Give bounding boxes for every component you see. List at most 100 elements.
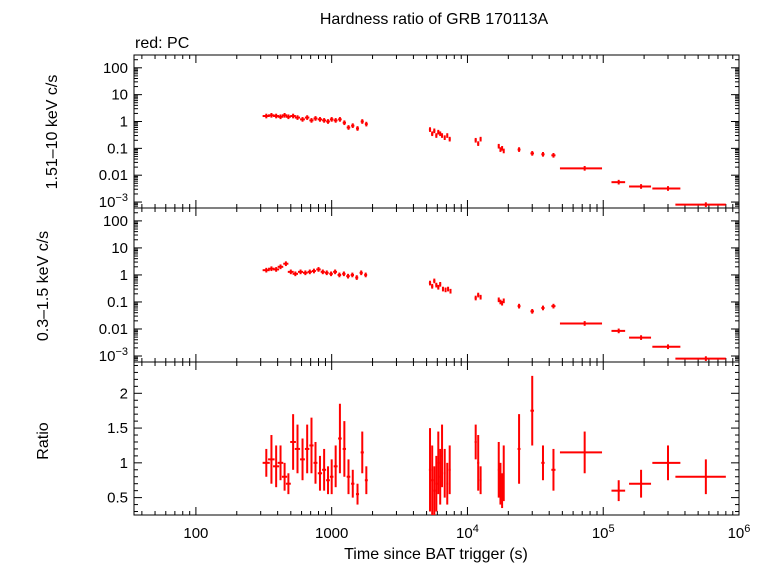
data-point bbox=[338, 403, 342, 474]
data-point bbox=[326, 466, 330, 495]
y-tick-label: 100 bbox=[103, 60, 128, 77]
data-point bbox=[322, 448, 327, 491]
data-point bbox=[435, 282, 438, 288]
data-point bbox=[611, 328, 626, 334]
data-point bbox=[333, 269, 338, 275]
data-point bbox=[316, 267, 321, 272]
data-point bbox=[444, 287, 447, 293]
data-point bbox=[317, 455, 323, 491]
data-point bbox=[317, 117, 323, 122]
y-tick-label: 0.5 bbox=[107, 490, 128, 507]
data-point bbox=[448, 445, 451, 495]
data-point bbox=[551, 448, 556, 491]
data-point bbox=[530, 151, 534, 156]
data-point bbox=[311, 268, 316, 274]
data-point bbox=[320, 269, 325, 275]
x-tick-label: 100 bbox=[183, 525, 208, 542]
data-point bbox=[303, 270, 308, 276]
data-point bbox=[342, 271, 346, 277]
data-point bbox=[304, 424, 310, 474]
data-point bbox=[313, 441, 318, 484]
y-tick-label: 0.01 bbox=[99, 321, 128, 338]
data-point bbox=[441, 133, 444, 138]
data-point bbox=[346, 125, 351, 130]
data-point bbox=[428, 428, 432, 512]
data-point bbox=[443, 448, 446, 498]
data-point bbox=[355, 126, 360, 131]
y-tick-label: 1 bbox=[120, 267, 128, 284]
data-point bbox=[364, 272, 368, 278]
data-point bbox=[675, 356, 726, 361]
data-point bbox=[477, 141, 480, 146]
data-point bbox=[502, 148, 505, 154]
data-point bbox=[273, 445, 280, 488]
data-point bbox=[435, 133, 438, 138]
data-point bbox=[629, 335, 652, 340]
panel-hard-band: 100 10 1 0.1 0.01 10−3 bbox=[99, 54, 740, 211]
data-point bbox=[273, 267, 280, 272]
data-point bbox=[300, 117, 305, 122]
y-label-hard: 1.51–10 keV c/s bbox=[44, 75, 61, 190]
data-point bbox=[439, 281, 442, 287]
data-point bbox=[479, 294, 482, 300]
y-tick-label: 10−3 bbox=[99, 192, 128, 211]
data-point bbox=[437, 431, 440, 495]
data-point bbox=[337, 272, 342, 278]
y-label-ratio: Ratio bbox=[35, 422, 52, 459]
data-point bbox=[360, 119, 364, 124]
data-point bbox=[333, 445, 338, 488]
data-point bbox=[441, 286, 444, 292]
data-point bbox=[433, 128, 436, 134]
panel-ratio: 2 1.5 1 0.5 bbox=[107, 361, 740, 516]
data-point bbox=[262, 448, 270, 477]
y-tick-label: 2 bbox=[120, 385, 128, 402]
y-tick-label: 1 bbox=[120, 114, 128, 131]
panel-frame bbox=[133, 54, 740, 209]
data-point bbox=[287, 269, 294, 275]
data-point bbox=[517, 303, 521, 309]
data-point bbox=[652, 186, 681, 191]
data-point bbox=[324, 270, 329, 276]
data-point bbox=[499, 299, 502, 305]
data-point bbox=[342, 421, 347, 477]
data-point bbox=[333, 118, 338, 123]
data-point bbox=[559, 166, 603, 171]
panel-soft-band: 100 10 1 0.1 0.01 10−3 bbox=[99, 207, 740, 365]
data-point bbox=[675, 459, 726, 495]
data-point bbox=[329, 117, 334, 122]
data-point bbox=[449, 288, 452, 294]
data-point bbox=[437, 284, 440, 290]
data-point bbox=[447, 286, 450, 292]
data-point bbox=[652, 445, 681, 481]
data-point bbox=[441, 424, 444, 488]
data-point bbox=[313, 116, 318, 121]
data-point bbox=[355, 483, 360, 505]
data-point bbox=[346, 273, 350, 279]
chart-title: Hardness ratio of GRB 170113A bbox=[320, 11, 549, 28]
data-point bbox=[277, 114, 284, 120]
data-point bbox=[329, 271, 333, 277]
data-point bbox=[517, 414, 521, 484]
data-point bbox=[502, 298, 505, 304]
data-point bbox=[611, 480, 626, 502]
data-point bbox=[329, 459, 334, 495]
data-point bbox=[497, 441, 500, 498]
data-point bbox=[290, 113, 296, 119]
data-point bbox=[281, 462, 288, 491]
data-point bbox=[530, 375, 534, 446]
data-point bbox=[300, 438, 305, 481]
data-point bbox=[309, 417, 314, 474]
data-point bbox=[474, 424, 477, 460]
data-point bbox=[497, 143, 500, 149]
data-point bbox=[501, 300, 504, 306]
data-point bbox=[629, 469, 652, 498]
data-point bbox=[517, 147, 521, 152]
data-point bbox=[428, 280, 432, 286]
data-point bbox=[611, 179, 626, 185]
data-point bbox=[364, 466, 368, 495]
data-point bbox=[322, 118, 327, 123]
data-point bbox=[446, 462, 449, 505]
y-tick-label: 1.5 bbox=[107, 420, 128, 437]
y-label-soft: 0.3–1.5 keV c/s bbox=[35, 231, 52, 341]
data-point bbox=[443, 135, 446, 140]
